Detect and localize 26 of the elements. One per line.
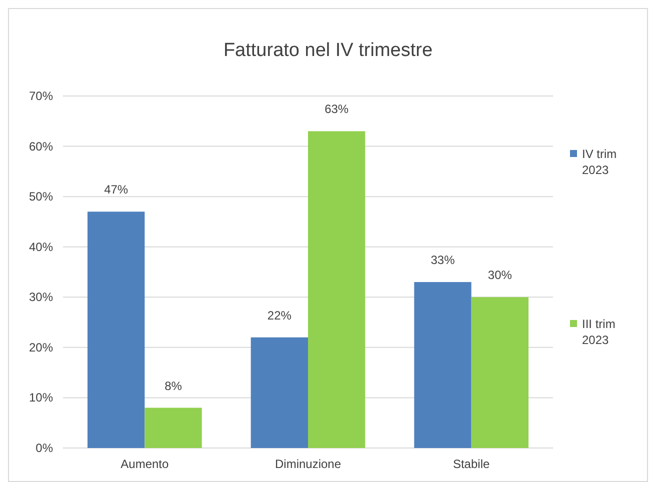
data-label: 33% [430,253,456,268]
y-tick-label: 30% [28,290,54,304]
y-tick-label: 60% [28,139,54,154]
y-tick-label: 70% [28,89,54,103]
data-label: 22% [267,308,292,322]
bar [308,131,366,448]
bar [414,282,472,448]
data-label: 8% [164,378,182,393]
x-tick-label: Diminuzione [274,457,342,471]
chart-title: Fatturato nel IV trimestre [223,40,433,61]
y-tick-label: 40% [28,240,54,254]
legend-label: IV trim 2023 [582,147,617,177]
bar [88,212,145,448]
legend-label: III trim 2023 [582,317,616,347]
bar [471,297,528,448]
x-tick-label: Aumento [120,457,170,471]
x-tick-label: Stabile [452,457,490,471]
y-tick-label: 20% [28,340,54,354]
data-label: 30% [488,268,512,282]
bar [250,337,308,448]
data-label: 63% [324,102,349,116]
data-label: 47% [104,182,128,197]
y-tick-label: 50% [28,190,54,204]
y-tick-label: 0% [36,441,54,455]
y-tick-label: 10% [28,390,54,405]
bar [144,408,202,448]
